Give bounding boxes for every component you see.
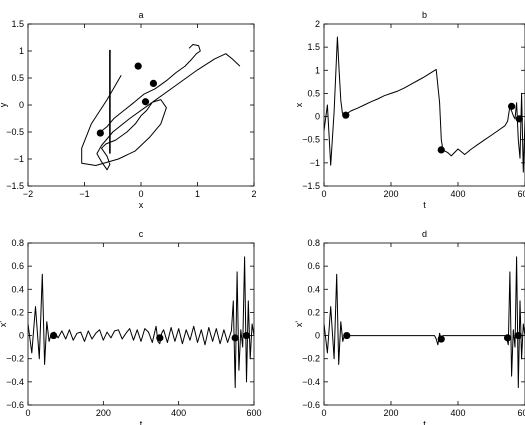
y-tick-label: 0 xyxy=(315,112,320,122)
axes-frame xyxy=(27,23,255,187)
series-line xyxy=(324,36,525,173)
y-tick-label: 0.4 xyxy=(11,284,24,294)
chart-title: d xyxy=(422,229,427,239)
data-point-marker xyxy=(96,129,104,137)
y-tick-label: 1 xyxy=(19,46,24,56)
x-axis-label: t xyxy=(423,419,426,425)
x-tick-label: 400 xyxy=(450,189,465,199)
y-tick-label: 0.5 xyxy=(307,88,320,98)
y-tick-label: 0 xyxy=(315,331,320,341)
chart-title: a xyxy=(138,10,143,20)
data-point-marker xyxy=(149,79,158,87)
y-tick-label: 0 xyxy=(19,100,24,110)
plot-area xyxy=(324,256,525,389)
y-tick-label: −1.5 xyxy=(302,181,320,191)
y-tick-label: 0.5 xyxy=(11,73,24,83)
data-point-marker xyxy=(50,331,58,340)
x-tick-label: 200 xyxy=(383,408,398,418)
data-point-marker xyxy=(156,334,164,342)
y-tick-label: 0.8 xyxy=(307,238,320,248)
y-axis-label: x xyxy=(294,102,304,107)
panel-d: 0 200 400 600 −0.6 −0.4 −0.2 0 0.2 0.4 0.6 0.8 d t x' xyxy=(294,229,525,425)
data-point-marker xyxy=(508,102,516,110)
data-point-marker xyxy=(242,331,251,340)
y-tick-label: −0.5 xyxy=(302,135,320,145)
y-tick-label: −0.2 xyxy=(302,354,320,364)
x-axis-label: x xyxy=(139,200,144,210)
data-point-marker xyxy=(342,111,350,119)
panel-b: 0 200 400 600 −1.5 −1 −0.5 0 0.5 1 1.5 2 b t x xyxy=(294,10,525,210)
y-tick-label: −0.6 xyxy=(6,400,24,410)
y-tick-label: 1 xyxy=(315,65,320,75)
series-line xyxy=(324,256,525,389)
x-axis-label: t xyxy=(423,200,426,210)
axes-frame xyxy=(323,242,525,406)
chart-title: b xyxy=(422,10,427,20)
x-tick-label: −2 xyxy=(23,189,33,199)
panel-c: 0 200 400 600 −0.6 −0.4 −0.2 0 0.2 0.4 0.6 0.8 c t x' xyxy=(0,229,262,425)
x-tick-label: 400 xyxy=(450,408,465,418)
series-line xyxy=(28,256,254,389)
x-tick-label: 0 xyxy=(321,408,326,418)
series-line xyxy=(99,44,201,133)
x-tick-label: 0 xyxy=(138,189,143,199)
data-point-marker xyxy=(134,62,142,70)
x-tick-label: 600 xyxy=(517,408,525,418)
data-point-marker xyxy=(515,115,523,123)
data-point-marker xyxy=(231,334,239,342)
x-tick-label: −1 xyxy=(79,189,89,199)
y-tick-label: 1.5 xyxy=(307,42,320,52)
y-tick-label: −1 xyxy=(310,158,320,168)
panel-a: −2 −1 0 1 2 −1.5 −1 −0.5 0 0.5 1 1.5 a x y xyxy=(0,10,257,210)
y-tick-label: −0.6 xyxy=(302,400,320,410)
plot-area xyxy=(324,36,525,173)
axes-frame xyxy=(323,23,525,187)
y-tick-label: 2 xyxy=(315,19,320,29)
x-tick-label: 600 xyxy=(246,408,261,418)
y-tick-label: 0.6 xyxy=(11,261,24,271)
y-tick-label: 0.4 xyxy=(307,284,320,294)
data-point-marker xyxy=(437,146,445,154)
y-axis-label: y xyxy=(0,102,8,107)
y-tick-label: −0.2 xyxy=(6,354,24,364)
data-point-marker xyxy=(141,98,150,106)
y-tick-label: 0.6 xyxy=(307,261,320,271)
x-tick-label: 200 xyxy=(96,408,111,418)
y-axis-label: x' xyxy=(294,321,304,328)
x-tick-label: 400 xyxy=(171,408,186,418)
y-tick-label: 0.2 xyxy=(11,307,24,317)
data-point-marker xyxy=(343,331,351,340)
axes-frame xyxy=(27,242,255,406)
x-tick-label: 0 xyxy=(25,408,30,418)
y-tick-label: −0.4 xyxy=(6,377,24,387)
y-tick-label: −0.5 xyxy=(6,127,24,137)
data-point-marker xyxy=(437,335,445,343)
chart-title: c xyxy=(139,229,144,239)
series-line xyxy=(81,53,241,171)
y-axis-label: x' xyxy=(0,321,8,328)
y-tick-label: −0.4 xyxy=(302,377,320,387)
y-tick-label: 0.8 xyxy=(11,238,24,248)
y-tick-label: −1 xyxy=(14,154,24,164)
plot-area xyxy=(81,44,241,171)
x-tick-label: 0 xyxy=(321,189,326,199)
y-tick-label: 0.2 xyxy=(307,307,320,317)
y-tick-label: 0 xyxy=(19,331,24,341)
plot-area xyxy=(28,256,254,389)
y-tick-label: 1.5 xyxy=(11,19,24,29)
x-tick-label: 2 xyxy=(251,189,256,199)
data-point-marker xyxy=(514,331,522,340)
y-tick-label: −1.5 xyxy=(6,181,24,191)
x-tick-label: 600 xyxy=(517,189,525,199)
x-tick-label: 1 xyxy=(195,189,200,199)
x-tick-label: 200 xyxy=(383,189,398,199)
data-point-marker xyxy=(503,334,512,342)
x-axis-label: t xyxy=(140,419,143,425)
